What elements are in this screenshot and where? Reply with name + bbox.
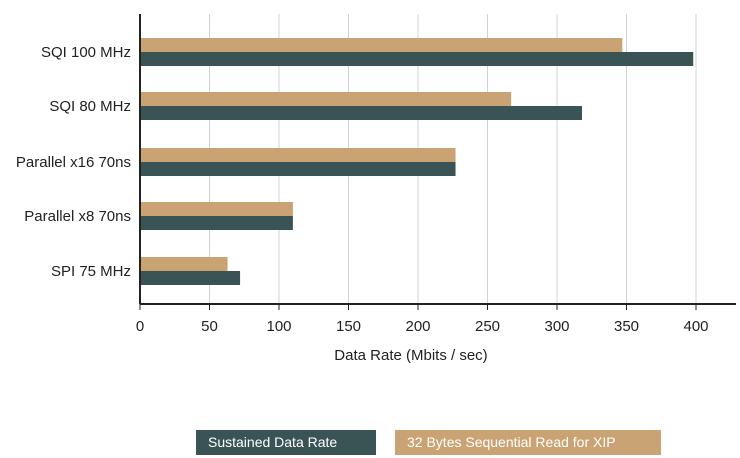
category-label: SPI 75 MHz	[51, 263, 131, 280]
bar-sustained	[141, 162, 456, 176]
bar-sustained	[141, 216, 293, 230]
x-tick-label: 150	[336, 318, 361, 335]
legend-sustained-data-rate: Sustained Data Rate	[196, 430, 376, 455]
x-tick-label: 300	[544, 318, 569, 335]
bar-xip-read	[141, 148, 456, 162]
category-labels: SQI 100 MHz SQI 80 MHz Parallel x16 70ns Pa…	[16, 44, 131, 280]
x-tick-label: 400	[683, 318, 708, 335]
legend-label-series-2: 32 Bytes Sequential Read for XIP	[407, 434, 616, 450]
bar-sustained	[141, 106, 583, 120]
category-label: SQI 100 MHz	[41, 44, 131, 61]
legend-label-series-1: Sustained Data Rate	[208, 434, 338, 450]
bar-chart: 0 50 100 150 200 250 300 350 400 SQI 100 MHzSQI …	[16, 14, 736, 364]
legend-32-bytes-sequential-read: 32 Bytes Sequential Read for XIP	[395, 430, 661, 455]
bar-xip-read	[141, 257, 228, 271]
x-tick-label: 100	[266, 318, 291, 335]
bar-xip-read	[141, 202, 293, 216]
bar-sustained	[141, 271, 241, 285]
bar-sustained	[141, 52, 694, 66]
bar-xip-read	[141, 92, 512, 106]
x-tick-labels: 0 50 100 150 200 250 300 350 400	[136, 318, 709, 335]
bars	[141, 38, 694, 285]
x-axis-title: Data Rate (Mbits / sec)	[334, 347, 487, 364]
x-tick-label: 50	[201, 318, 218, 335]
x-tick-label: 0	[136, 318, 144, 335]
bar-xip-read	[141, 38, 623, 52]
category-label: Parallel x8 70ns	[24, 208, 131, 225]
x-tick-label: 200	[405, 318, 430, 335]
category-label: SQI 80 MHz	[49, 98, 131, 115]
x-tick-label: 250	[475, 318, 500, 335]
axes	[139, 14, 736, 305]
category-label: Parallel x16 70ns	[16, 154, 131, 171]
x-tick-label: 350	[614, 318, 639, 335]
